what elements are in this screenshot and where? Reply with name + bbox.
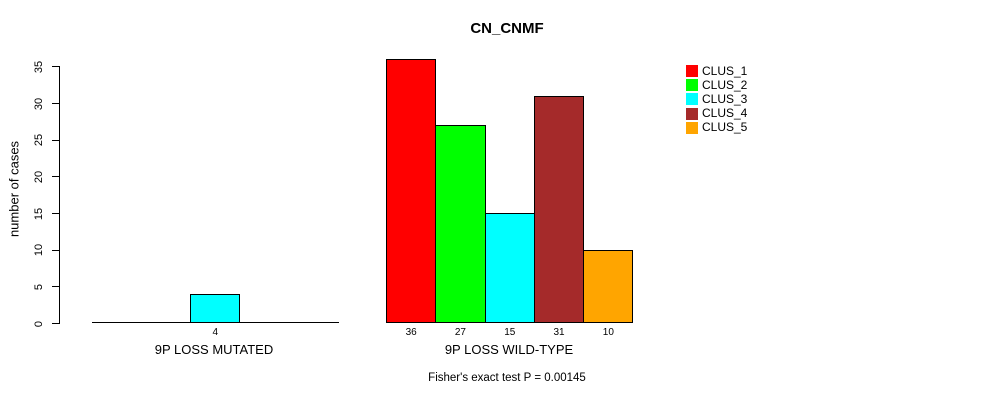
y-tick-label: 5: [33, 283, 45, 290]
bar-value-label: 36: [405, 327, 417, 338]
y-axis-tick: [52, 66, 59, 68]
y-axis-tick: [52, 249, 59, 251]
y-axis-tick: [52, 103, 59, 105]
legend-swatch-CLUS_1: [686, 65, 698, 77]
bar-CLUS_3: [484, 213, 535, 323]
y-tick-label: 35: [33, 60, 45, 74]
bar-zero-CLUS_1: [91, 322, 142, 323]
bar-zero-CLUS_5: [288, 322, 339, 323]
bar-zero-CLUS_4: [239, 322, 290, 323]
legend-label-CLUS_3: CLUS_3: [702, 91, 748, 106]
legend-label-CLUS_1: CLUS_1: [702, 63, 748, 78]
bar-CLUS_2: [435, 125, 486, 323]
bar-value-label: 31: [553, 327, 565, 338]
bar-CLUS_3: [190, 293, 241, 323]
legend-swatch-CLUS_3: [686, 93, 698, 106]
bar-value-label: 15: [504, 327, 516, 338]
bar-CLUS_4: [533, 95, 585, 323]
legend-swatch-CLUS_5: [686, 121, 698, 134]
legend-label-CLUS_4: CLUS_4: [702, 106, 748, 121]
group-label-9p-loss-wild-type: 9P LOSS WILD-TYPE: [444, 342, 574, 357]
legend-swatch-CLUS_4: [686, 107, 698, 120]
y-axis-tick: [52, 176, 59, 178]
legend-label-CLUS_2: CLUS_2: [702, 77, 748, 92]
y-tick-label: 0: [33, 320, 45, 327]
bar-value-label: 27: [454, 327, 466, 338]
y-axis-tick: [52, 323, 59, 324]
y-axis-tick: [52, 286, 59, 288]
y-tick-label: 15: [33, 207, 45, 220]
y-axis-line: [59, 66, 60, 324]
y-axis-tick: [52, 139, 59, 141]
y-tick-label: 20: [33, 170, 45, 184]
legend-swatch-CLUS_2: [686, 79, 698, 92]
caption-fishers-exact-test: Fisher's exact test P = 0.00145: [428, 372, 586, 384]
bar-CLUS_1: [386, 59, 437, 323]
y-tick-label: 25: [33, 134, 45, 147]
bar-zero-CLUS_2: [140, 322, 192, 323]
bar-value-label: 10: [602, 327, 614, 338]
y-tick-label: 30: [33, 97, 45, 110]
y-axis-tick: [52, 213, 59, 215]
bar-CLUS_5: [583, 249, 634, 323]
y-tick-label: 10: [33, 244, 45, 257]
legend-label-CLUS_5: CLUS_5: [702, 120, 748, 135]
group-label-9p-loss-mutated: 9P LOSS MUTATED: [154, 342, 274, 357]
chart-title: CN_CNMF: [470, 20, 544, 37]
bar-value-label: 4: [212, 327, 219, 338]
